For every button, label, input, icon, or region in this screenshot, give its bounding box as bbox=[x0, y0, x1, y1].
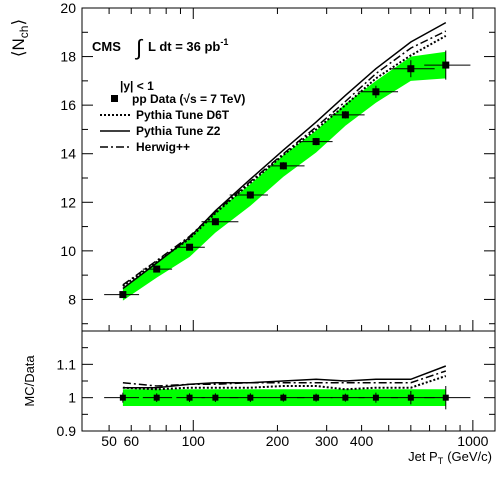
ratio-y-tick-label: 1.1 bbox=[57, 356, 77, 372]
ratio-curve-dashdot bbox=[122, 370, 447, 387]
y-axis-bracket-close: ⟩ bbox=[9, 19, 28, 26]
x-tick-label: 1000 bbox=[457, 433, 488, 449]
ratio-data-point bbox=[212, 394, 219, 401]
legend-data-label: pp Data (√s = 7 TeV) bbox=[132, 92, 245, 106]
x-tick-label: 400 bbox=[350, 433, 374, 449]
top-y-axis-title: ⟨Nch⟩ bbox=[9, 19, 31, 57]
x-tick-label: 300 bbox=[315, 433, 339, 449]
lumi-exponent: -1 bbox=[220, 37, 228, 47]
legend-data-marker bbox=[111, 95, 118, 102]
top-y-tick-label: 14 bbox=[60, 146, 76, 162]
ratio-data-point bbox=[342, 394, 349, 401]
top-data-point bbox=[279, 162, 287, 170]
top-data-point bbox=[372, 88, 380, 96]
x-axis-unit: (GeV/c) bbox=[447, 449, 492, 464]
ratio-data-point bbox=[280, 394, 287, 401]
top-data-point bbox=[211, 218, 219, 226]
top-y-tick-label: 10 bbox=[60, 243, 76, 259]
top-data-point bbox=[407, 65, 415, 73]
rapidity-cut-label: |y| < 1 bbox=[120, 79, 154, 93]
ratio-y-tick-label: 1 bbox=[68, 390, 76, 406]
ratio-y-axis-title: MC/Data bbox=[22, 355, 37, 407]
sqrt-symbol: √ bbox=[183, 92, 190, 106]
legend-data-text: pp Data ( bbox=[132, 92, 183, 106]
ratio-data-point bbox=[372, 394, 379, 401]
svg-text:⟨Nch⟩: ⟨Nch⟩ bbox=[9, 19, 31, 57]
legend-herwig-label: Herwig++ bbox=[136, 140, 190, 154]
x-axis-title: Jet PT (GeV/c) bbox=[408, 449, 492, 466]
ratio-data-point bbox=[153, 394, 160, 401]
top-data-point bbox=[246, 191, 254, 199]
ratio-data-points bbox=[104, 386, 471, 410]
top-curve-dashdot bbox=[122, 30, 447, 286]
top-y-tick-label: 18 bbox=[60, 49, 76, 65]
ratio-data-point bbox=[407, 394, 414, 401]
top-y-tick-label: 16 bbox=[60, 97, 76, 113]
integral-sign: ∫ bbox=[134, 35, 144, 60]
top-data-point bbox=[153, 265, 161, 273]
legend-d6t-label: Pythia Tune D6T bbox=[136, 108, 230, 122]
ratio-curve-dotted bbox=[122, 375, 447, 391]
ratio-data-point bbox=[119, 394, 126, 401]
legend-data-energy: s = 7 TeV) bbox=[190, 92, 245, 106]
y-axis-main: N bbox=[9, 38, 28, 50]
top-data-point bbox=[186, 243, 194, 251]
top-data-point bbox=[312, 138, 320, 146]
x-tick-label: 200 bbox=[266, 433, 290, 449]
top-data-point bbox=[442, 61, 450, 69]
top-data-points bbox=[104, 50, 471, 299]
lumi-text: L dt = 36 pb bbox=[148, 39, 220, 54]
legend: |y| < 1 pp Data (√s = 7 TeV) Pythia Tune… bbox=[100, 79, 245, 154]
top-y-tick-label: 20 bbox=[60, 0, 76, 16]
ratio-data-point bbox=[186, 394, 193, 401]
top-y-tick-label: 12 bbox=[60, 194, 76, 210]
x-axis-main: Jet P bbox=[408, 449, 438, 464]
top-y-tick-label: 8 bbox=[68, 291, 76, 307]
x-axis-sub: T bbox=[438, 456, 444, 466]
y-axis-sub: ch bbox=[17, 26, 31, 39]
ratio-mc-curves bbox=[122, 365, 447, 391]
top-data-point bbox=[341, 111, 349, 119]
top-data-point bbox=[119, 291, 127, 299]
top-mc-curves bbox=[122, 21, 447, 290]
top-curve-solid bbox=[122, 21, 447, 290]
top-uncertainty-band bbox=[122, 51, 446, 301]
lumi-label: L dt = 36 pb-1 bbox=[148, 37, 228, 54]
ratio-data-point bbox=[313, 394, 320, 401]
y-axis-bracket-open: ⟨ bbox=[9, 50, 28, 57]
ratio-data-point bbox=[442, 394, 449, 401]
axes-ticks: 8 10 12 14 16 18 20 0.9 1 1.1 50 60 100 200 300 400 1000 bbox=[57, 0, 495, 449]
cms-label: CMS bbox=[92, 39, 121, 54]
ratio-y-tick-label: 0.9 bbox=[57, 423, 77, 439]
x-tick-label: 50 bbox=[101, 433, 117, 449]
x-tick-label: 100 bbox=[182, 433, 206, 449]
ratio-data-point bbox=[247, 394, 254, 401]
top-band bbox=[122, 51, 446, 301]
legend-z2-label: Pythia Tune Z2 bbox=[136, 124, 221, 138]
x-tick-label: 60 bbox=[123, 433, 139, 449]
ratio-curve-solid bbox=[122, 365, 447, 389]
